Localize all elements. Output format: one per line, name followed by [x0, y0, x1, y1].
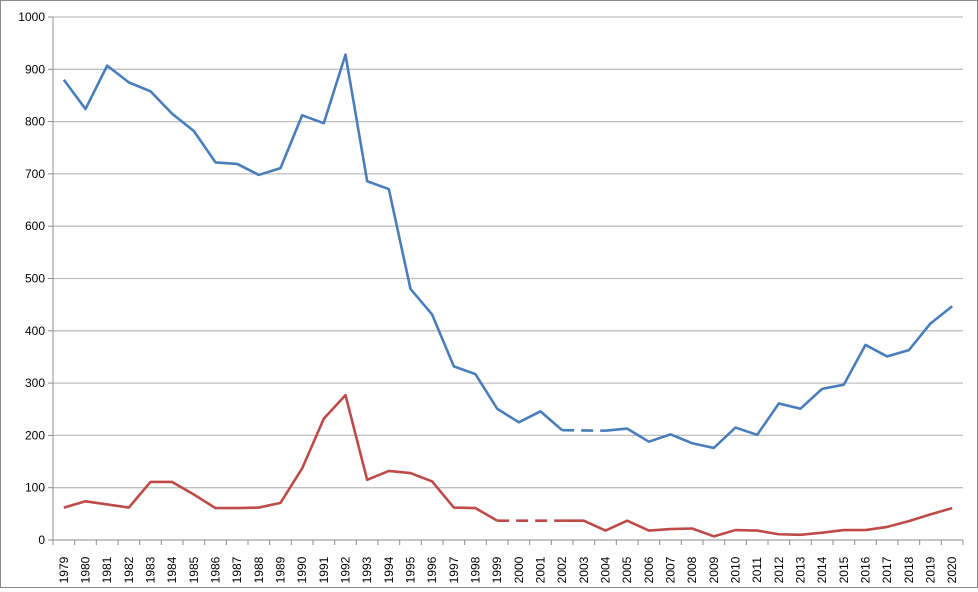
series-line-segment [562, 506, 953, 538]
x-tick-label: 2017 [880, 556, 894, 583]
x-tick-label: 1981 [100, 556, 114, 583]
x-tick-label: 2000 [512, 556, 526, 583]
y-tick-label: 0 [38, 533, 45, 547]
x-tick-label: 2014 [815, 556, 829, 583]
x-tick-label: 1994 [382, 556, 396, 583]
x-tick-label: 1985 [187, 556, 201, 583]
x-tick-label: 1983 [144, 556, 158, 583]
series-line-segment [605, 305, 953, 450]
x-tick-label: 2001 [534, 556, 548, 583]
gridlines [52, 16, 963, 541]
x-tick-label: 2016 [859, 556, 873, 583]
x-tick-label: 2003 [577, 556, 591, 583]
x-axis-ticks: 1979 1980 1981 1982 1983 1984 1985 1986 1987 1988… [52, 540, 964, 583]
y-tick-label: 900 [25, 62, 45, 76]
x-tick-label: 2019 [924, 556, 938, 583]
y-tick-label: 600 [25, 219, 45, 233]
x-tick-label: 1988 [252, 556, 266, 583]
x-tick-label: 1979 [57, 556, 71, 583]
x-tick-label: 1980 [79, 556, 93, 583]
x-tick-label: 2013 [794, 556, 808, 583]
x-tick-label: 2015 [837, 556, 851, 583]
x-tick-label: 1995 [404, 556, 418, 583]
x-tick-label: 2004 [599, 556, 613, 583]
x-tick-label: 2009 [707, 556, 721, 583]
x-tick-label: 1990 [295, 556, 309, 583]
y-tick-label: 300 [25, 376, 45, 390]
y-tick-label: 1000 [18, 10, 45, 24]
series-line-segment [62, 53, 564, 432]
series-1 [62, 53, 953, 450]
y-tick-label: 200 [25, 428, 45, 442]
y-tick-label: 700 [25, 167, 45, 181]
series-gap-dashed [562, 428, 606, 432]
x-tick-label: 1997 [447, 556, 461, 583]
x-tick-label: 1998 [469, 556, 483, 583]
x-tick-label: 2007 [664, 556, 678, 583]
x-tick-label: 1999 [490, 556, 504, 583]
x-tick-label: 2002 [555, 556, 569, 583]
x-tick-label: 1989 [274, 556, 288, 583]
x-tick-label: 2005 [620, 556, 634, 583]
x-tick-label: 1991 [317, 556, 331, 583]
x-tick-label: 2020 [945, 556, 959, 583]
x-tick-label: 1987 [230, 556, 244, 583]
x-tick-label: 2011 [750, 557, 764, 583]
x-tick-label: 1996 [425, 556, 439, 583]
x-tick-label: 1984 [165, 556, 179, 583]
series-lines [62, 53, 953, 538]
series-2 [63, 393, 953, 538]
x-tick-label: 2018 [902, 556, 916, 583]
y-tick-label: 400 [25, 324, 45, 338]
x-tick-label: 2008 [685, 556, 699, 583]
x-tick-label: 1993 [360, 556, 374, 583]
x-tick-label: 2010 [729, 556, 743, 583]
x-tick-label: 1992 [339, 556, 353, 583]
y-tick-label: 100 [25, 481, 45, 495]
y-tick-label: 800 [25, 115, 45, 129]
y-axis-ticks: 0 100 200 300 400 500 600 700 800 900 1000 [18, 10, 53, 547]
x-tick-label: 1982 [122, 556, 136, 583]
x-tick-label: 2006 [642, 556, 656, 583]
y-tick-label: 500 [25, 272, 45, 286]
series-line-segment [63, 393, 498, 522]
x-tick-label: 1986 [209, 556, 223, 583]
x-tick-label: 2012 [772, 556, 786, 583]
